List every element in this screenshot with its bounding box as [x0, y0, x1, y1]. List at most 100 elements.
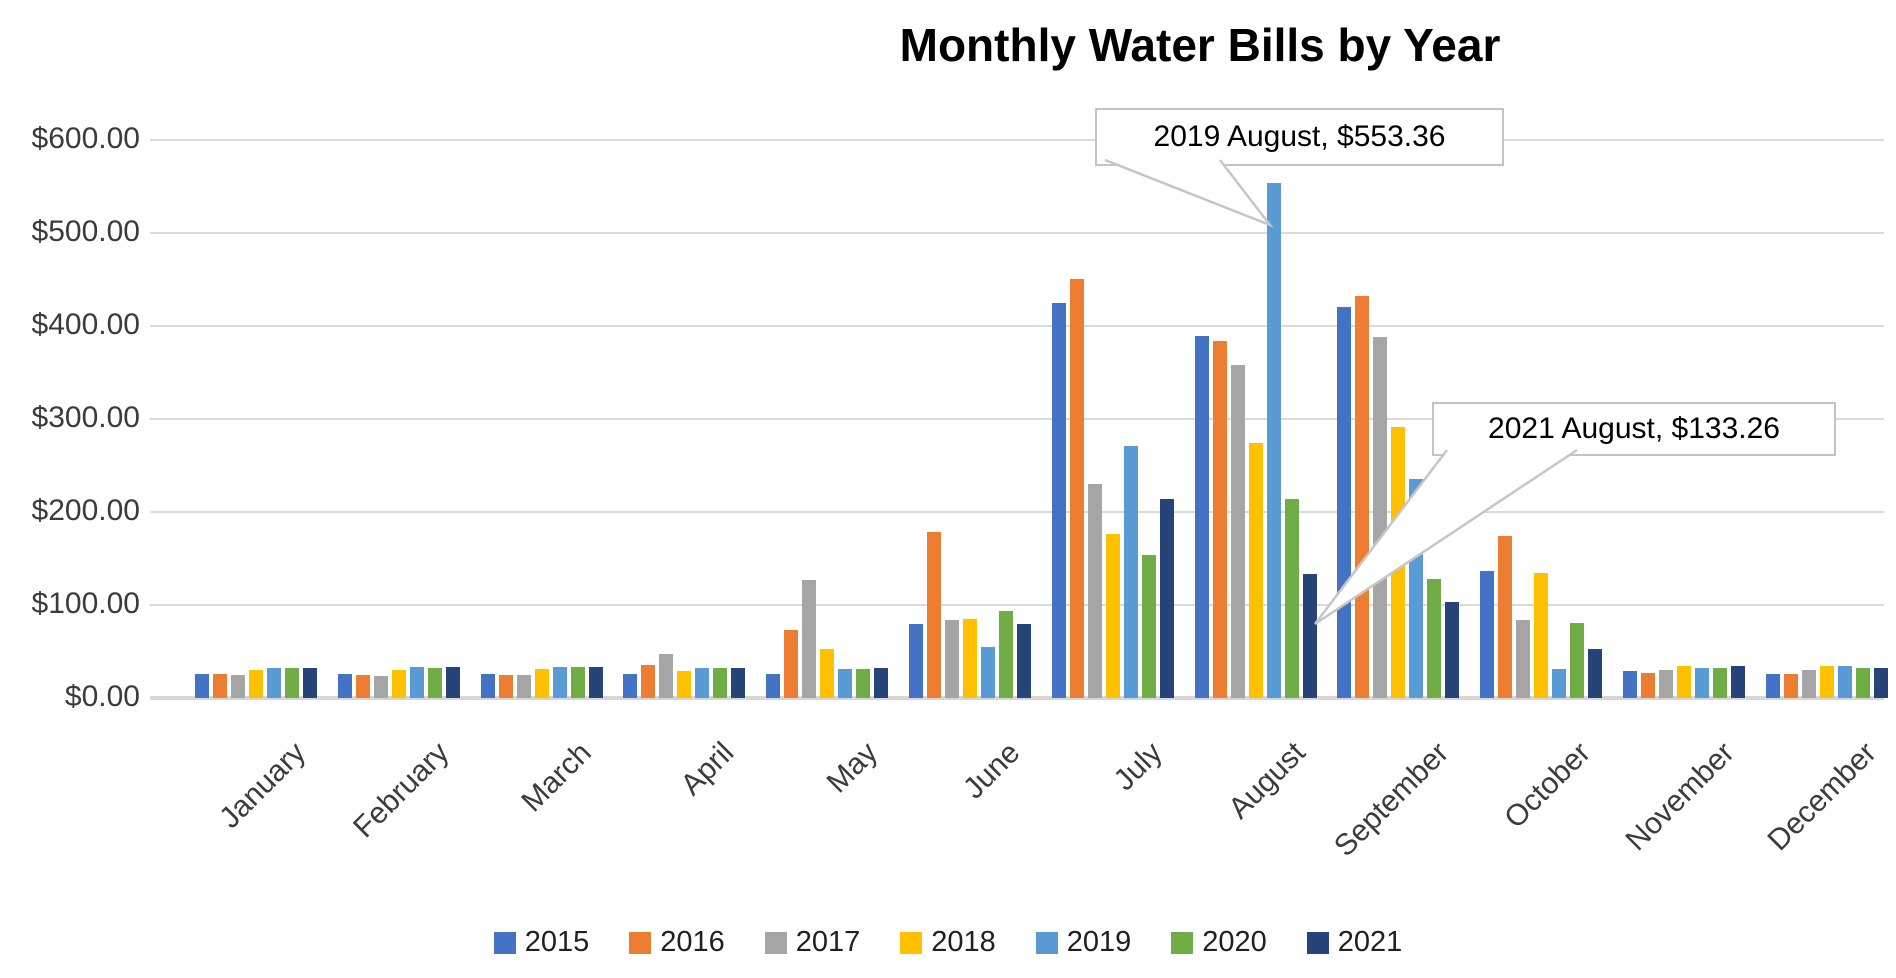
bar-2018-september: [1391, 427, 1406, 698]
bar-2017-june: [945, 620, 959, 698]
bar-2020-july: [1141, 555, 1156, 698]
bar-2015-september: [1337, 307, 1352, 698]
annotation-callout-2021-august: 2021 August, $133.26: [1432, 402, 1836, 456]
bar-2017-april: [659, 654, 674, 698]
bar-2017-november: [1659, 670, 1673, 698]
x-axis-label-february: February: [346, 736, 456, 845]
x-axis-label-november: November: [1619, 736, 1741, 858]
gridline-600: [150, 139, 1884, 141]
bar-2020-august: [1284, 499, 1299, 698]
y-axis-label-500: $500.00: [31, 215, 140, 248]
bar-2017-march: [516, 675, 531, 698]
gridline-100: [150, 604, 1884, 606]
bar-2021-december: [1873, 668, 1888, 698]
chart-title: Monthly Water Bills by Year: [899, 19, 1501, 71]
bar-2021-february: [445, 667, 460, 698]
legend-item-2016: 2016: [629, 926, 725, 959]
bar-2018-october: [1534, 573, 1549, 698]
legend-swatch-2019: [1035, 931, 1058, 954]
bar-2016-april: [641, 665, 656, 698]
bar-2019-may: [838, 669, 853, 698]
bar-2019-april: [695, 668, 710, 698]
legend-item-2021: 2021: [1306, 926, 1402, 959]
bar-2021-september: [1445, 602, 1460, 698]
legend-label-2020: 2020: [1202, 926, 1267, 958]
y-axis-label-100: $100.00: [31, 587, 140, 620]
bar-2019-december: [1837, 666, 1852, 698]
bar-2018-may: [820, 649, 835, 698]
bar-2017-july: [1087, 484, 1102, 698]
bar-2018-august: [1248, 443, 1263, 698]
x-axis-label-october: October: [1498, 736, 1598, 835]
bar-2020-january: [285, 668, 299, 698]
bar-2017-february: [373, 676, 388, 698]
gridline-300: [150, 418, 1884, 420]
bar-2017-august: [1230, 365, 1245, 698]
y-axis-label-600: $600.00: [31, 122, 140, 155]
bar-2015-april: [623, 674, 638, 698]
bar-2021-november: [1731, 666, 1745, 698]
legend-label-2016: 2016: [660, 926, 725, 958]
bar-2017-may: [802, 580, 817, 698]
x-axis-label-september: September: [1327, 736, 1455, 864]
bar-2017-september: [1373, 337, 1388, 698]
leader-line-2019-august: [1104, 158, 1274, 228]
bar-2020-february: [427, 668, 442, 698]
legend-label-2015: 2015: [524, 926, 590, 958]
x-axis-label-june: June: [956, 736, 1027, 806]
bar-2020-april: [713, 668, 728, 698]
bar-2016-february: [355, 675, 370, 698]
legend-label-2017: 2017: [795, 926, 861, 958]
bar-2018-november: [1677, 666, 1691, 698]
bar-2015-july: [1051, 303, 1066, 698]
bar-2018-february: [391, 670, 406, 698]
bar-2018-march: [534, 669, 549, 698]
bar-2015-january: [195, 674, 209, 698]
bar-2016-july: [1069, 279, 1084, 698]
bar-2019-march: [552, 667, 567, 698]
bar-2016-january: [213, 674, 227, 698]
bar-2015-march: [480, 674, 495, 698]
bar-2015-may: [766, 674, 781, 698]
x-axis-label-may: May: [820, 736, 884, 800]
legend-item-2019: 2019: [1035, 926, 1132, 959]
bar-2018-january: [249, 670, 263, 698]
legend-label-2019: 2019: [1066, 926, 1132, 958]
bar-2019-february: [409, 667, 424, 698]
bar-2019-august: [1266, 183, 1281, 698]
y-axis-label-0: $0.00: [64, 680, 140, 713]
bar-2018-december: [1819, 666, 1834, 698]
bar-2020-june: [999, 611, 1013, 698]
legend-item-2020: 2020: [1171, 926, 1267, 959]
bar-2016-november: [1641, 673, 1655, 698]
bar-2019-june: [981, 647, 995, 698]
bar-2016-may: [784, 630, 799, 698]
bar-2021-march: [588, 667, 603, 698]
annotation-text: 2019 August, $553.36: [1153, 120, 1446, 153]
bar-2017-october: [1516, 620, 1531, 698]
bar-2020-november: [1713, 668, 1727, 698]
bar-2020-december: [1855, 668, 1870, 698]
bar-2021-june: [1017, 624, 1031, 698]
bar-2021-may: [874, 668, 889, 698]
legend-swatch-2021: [1306, 931, 1329, 954]
bar-2021-april: [731, 668, 746, 698]
bar-2019-january: [267, 668, 281, 698]
bar-2017-january: [231, 675, 245, 698]
legend-swatch-2020: [1171, 931, 1194, 954]
bar-2019-october: [1552, 669, 1567, 698]
bar-2015-november: [1623, 671, 1637, 698]
bar-2020-may: [856, 669, 871, 698]
bar-2016-september: [1355, 296, 1370, 698]
bar-2015-october: [1480, 571, 1495, 698]
bar-2021-july: [1159, 499, 1174, 698]
legend-item-2017: 2017: [764, 926, 861, 959]
bar-2017-december: [1801, 670, 1816, 698]
legend-swatch-2016: [629, 931, 652, 954]
x-axis-label-january: January: [213, 736, 313, 835]
bar-2020-september: [1427, 579, 1442, 698]
x-axis-label-july: July: [1108, 736, 1170, 798]
bar-2021-october: [1588, 649, 1603, 698]
